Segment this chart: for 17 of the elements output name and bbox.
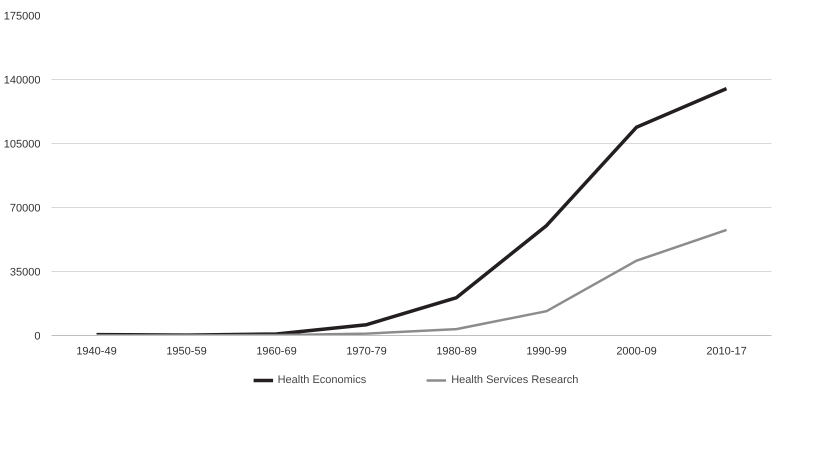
x-tick-label: 1960-69 [256, 346, 297, 358]
x-tick-label: 1990-99 [526, 346, 567, 358]
x-tick-label: 1950-59 [166, 346, 207, 358]
y-tick-label: 70000 [10, 202, 41, 214]
x-tick-label: 2000-09 [616, 346, 657, 358]
y-tick-label: 140000 [4, 74, 41, 86]
y-tick-label: 35000 [10, 266, 41, 278]
line-series [95, 228, 728, 336]
x-tick-label: 1970-79 [346, 346, 387, 358]
legend-label: Health Services Research [451, 374, 578, 386]
x-tick-label: 1980-89 [436, 346, 477, 358]
y-tick-label: 105000 [4, 138, 41, 150]
y-tick-label: 175000 [4, 10, 41, 22]
legend-label: Health Economics [278, 374, 366, 386]
x-tick-label: 2010-17 [706, 346, 747, 358]
y-tick-label: 0 [34, 330, 41, 342]
x-tick-label: 1940-49 [76, 346, 117, 358]
